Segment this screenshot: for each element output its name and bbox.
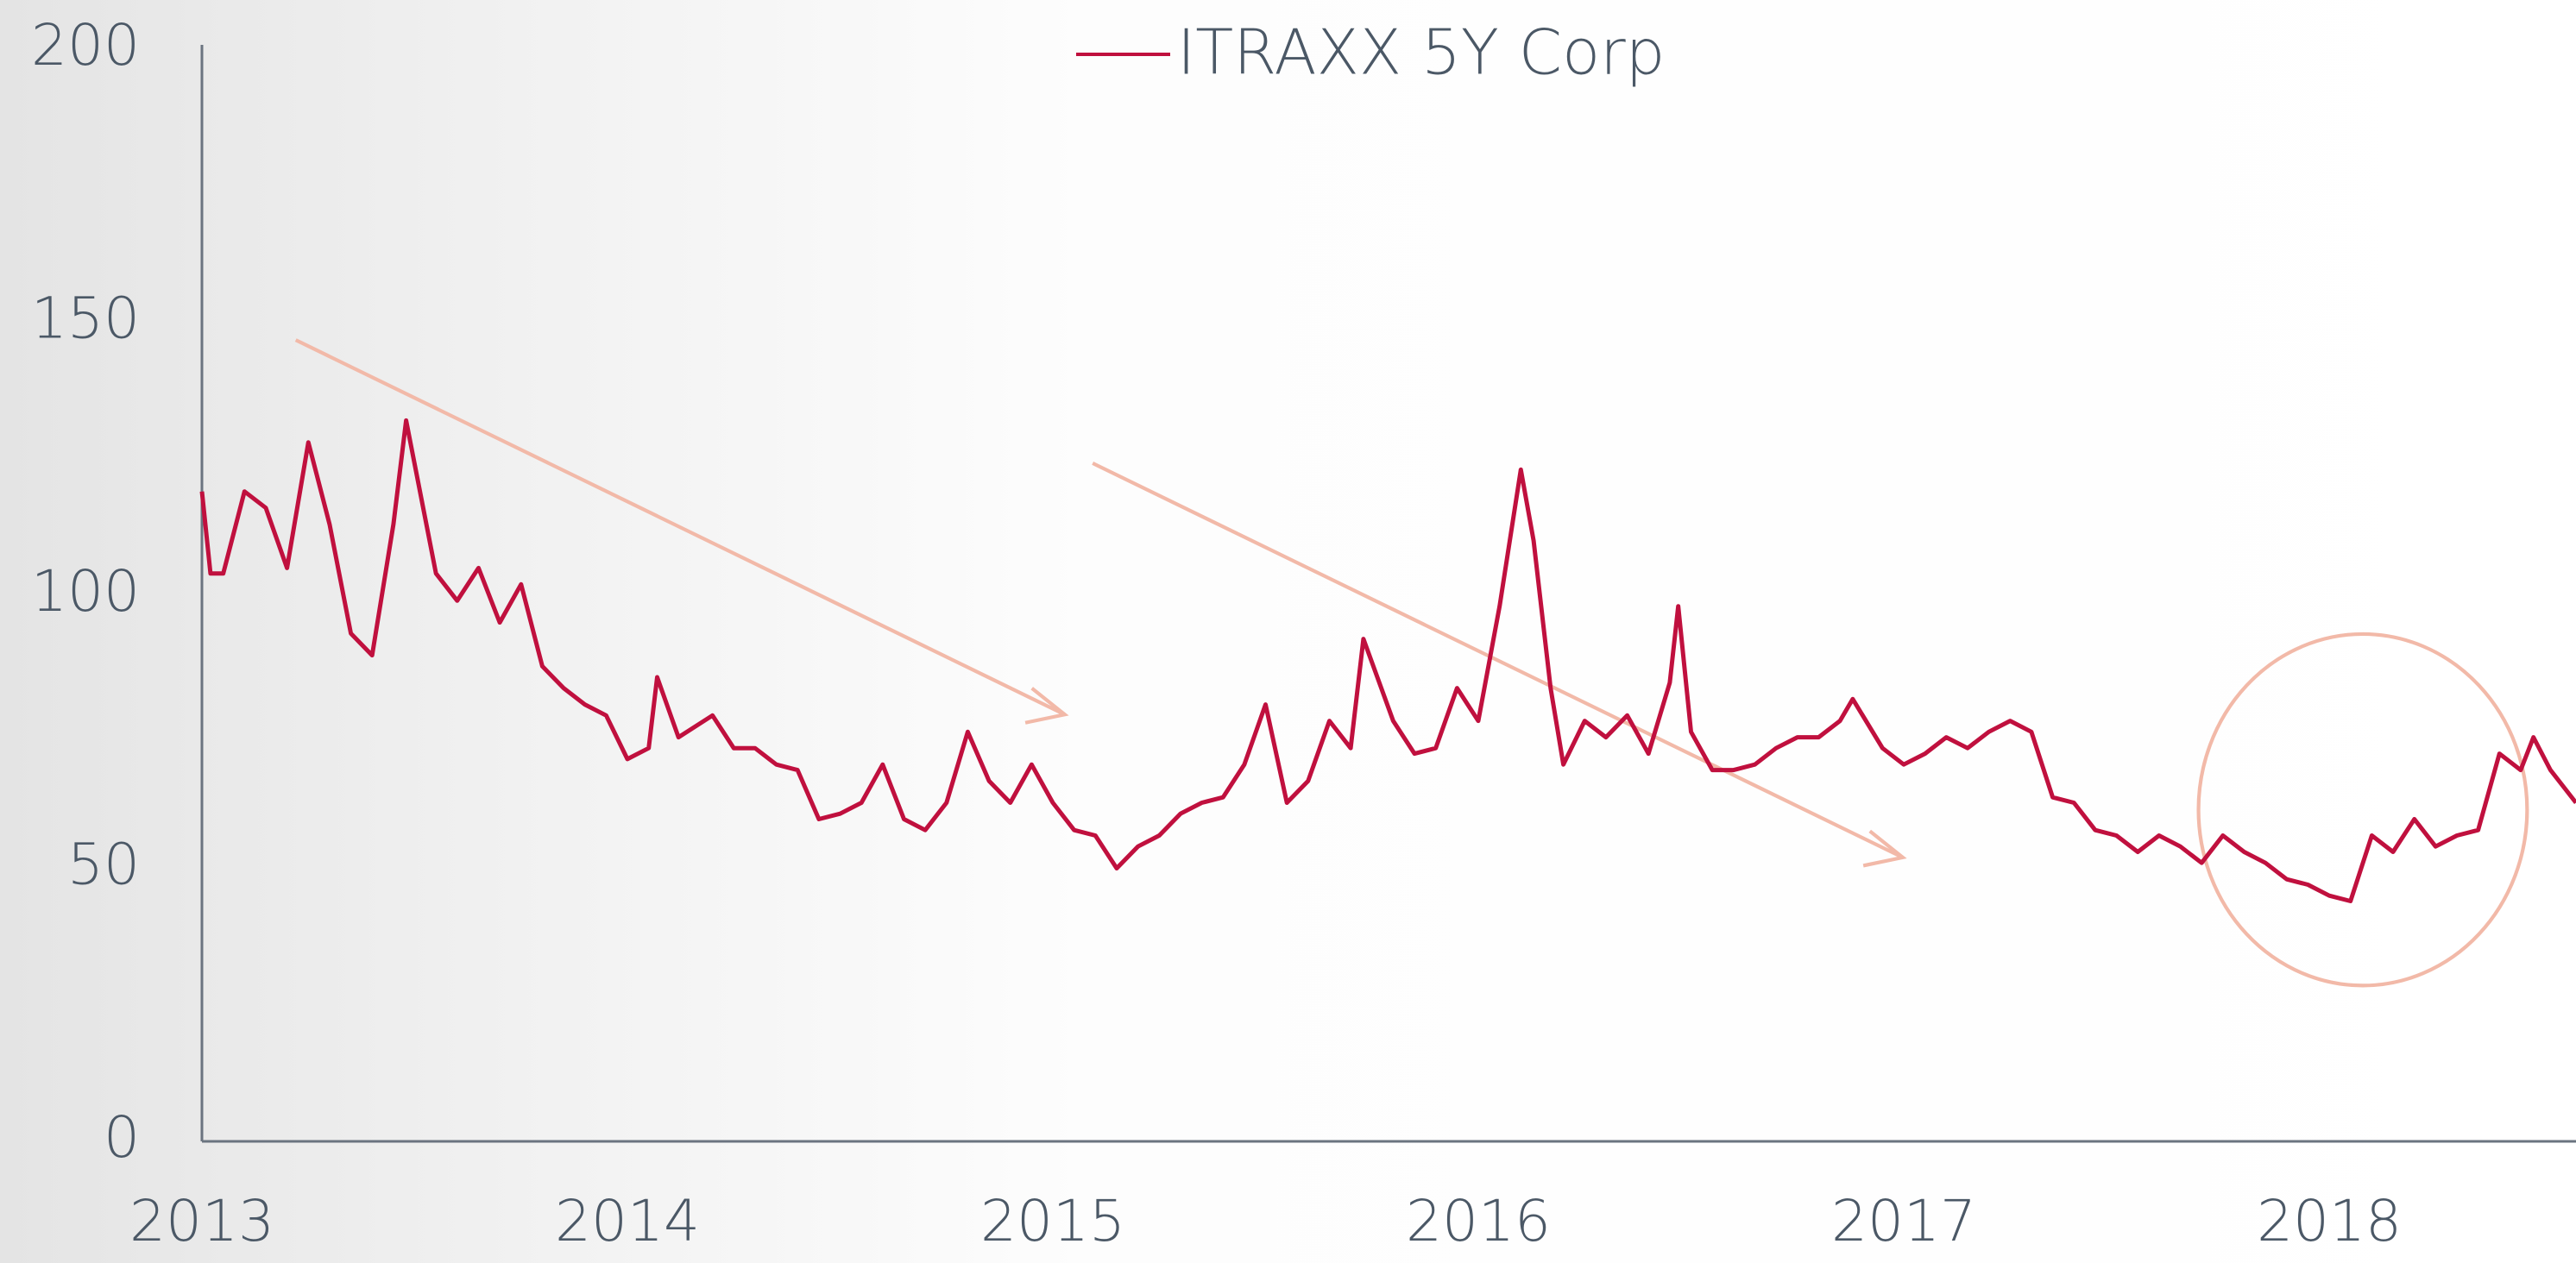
- x-tick-label: 2016: [1406, 1188, 1551, 1254]
- x-tick-label: 2015: [980, 1188, 1125, 1254]
- arrow-head: [1024, 687, 1069, 725]
- y-tick-label: 100: [31, 558, 140, 625]
- data-line: [199, 418, 2576, 903]
- x-tick-label: 2013: [129, 1188, 274, 1254]
- y-tick-label: 0: [104, 1104, 140, 1171]
- highlight-circle: [2196, 632, 2529, 988]
- trend-arrow: [1092, 462, 1904, 859]
- y-tick-label: 150: [31, 286, 140, 352]
- x-tick-label: 2014: [555, 1188, 700, 1254]
- arrow-head: [1862, 829, 1907, 868]
- y-tick-label: 50: [67, 832, 140, 898]
- x-tick-label: 2018: [2257, 1188, 2402, 1254]
- y-tick-label: 200: [31, 12, 140, 79]
- trend-arrow: [294, 338, 1066, 717]
- legend-label: ITRAXX 5Y Corp: [1177, 16, 1665, 89]
- x-tick-label: 2017: [1831, 1188, 1976, 1254]
- annotations: [294, 338, 2529, 988]
